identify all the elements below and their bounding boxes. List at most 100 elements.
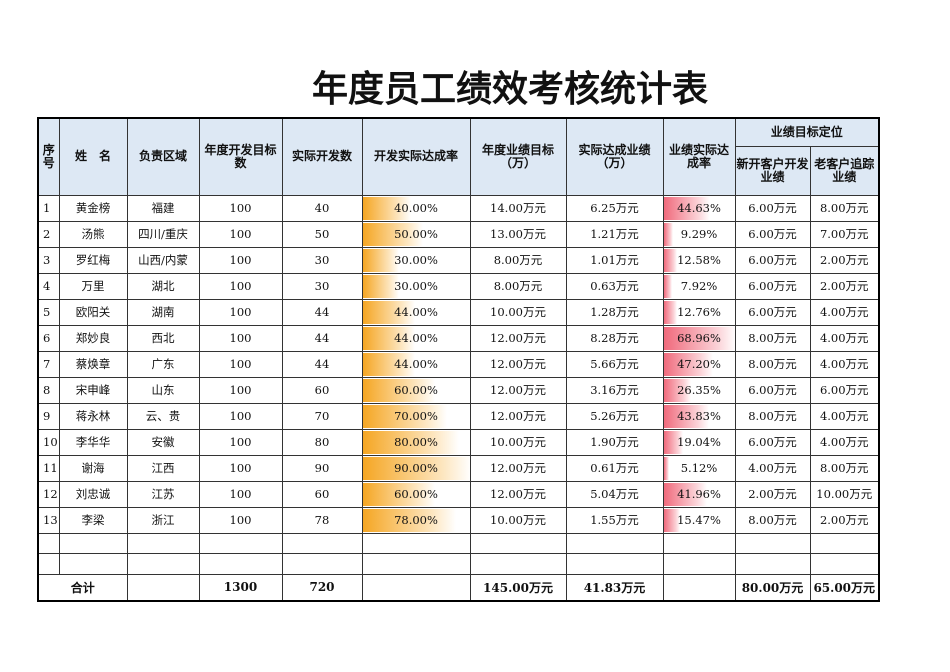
cell-text: 4.00万元 bbox=[819, 357, 869, 371]
cell: 郑妙良 bbox=[58, 324, 128, 352]
cell: 5.12% bbox=[662, 454, 736, 482]
cell-text: 12.00万元 bbox=[490, 383, 546, 397]
cell-text: 年度业绩目标（万） bbox=[481, 142, 554, 170]
cell: 100 bbox=[198, 324, 283, 352]
cell-text: 3.16万元 bbox=[590, 383, 639, 397]
cell bbox=[126, 532, 200, 554]
cell: 90 bbox=[281, 454, 363, 482]
cell-text: 西北 bbox=[151, 331, 175, 345]
cell-text: 100 bbox=[229, 461, 252, 475]
cell-text: 合计 bbox=[70, 580, 95, 595]
cell: 6.25万元 bbox=[565, 194, 664, 222]
cell: 6.00万元 bbox=[734, 376, 811, 404]
cell-text: 业绩实际达成率 bbox=[668, 142, 729, 170]
cell-text: 100 bbox=[229, 279, 252, 293]
cell-text: 40 bbox=[314, 201, 330, 215]
data-bar bbox=[363, 482, 435, 506]
cell-text: 78.00% bbox=[394, 513, 438, 527]
cell bbox=[37, 552, 60, 575]
table: 序号 姓 名 负责区域 年度开发目标数 实际开发数 开发实际达成率 年度业绩目标（万） 实际达… bbox=[37, 117, 880, 602]
row: 7 蔡焕章 广东 100 44 44.00% 12.00万元 5.66万元 47.20% 8.00… bbox=[37, 350, 880, 378]
cell bbox=[198, 552, 283, 575]
cell: 12.00万元 bbox=[469, 350, 567, 378]
row: 4 万里 湖北 100 30 30.00% 8.00万元 0.63万元 7.92% 6.00万元 2… bbox=[37, 272, 880, 300]
cell: 12.00万元 bbox=[469, 324, 567, 352]
cell: 100 bbox=[198, 246, 283, 274]
cell: 15.47% bbox=[662, 506, 736, 534]
cell-text: 6.00万元 bbox=[748, 201, 797, 215]
cell-text: 福建 bbox=[151, 201, 175, 215]
data-bar bbox=[664, 196, 711, 220]
cell-text: 6.00万元 bbox=[748, 383, 797, 397]
cell-text: 12.58% bbox=[677, 253, 721, 267]
cell-text: 7.00万元 bbox=[819, 227, 869, 241]
cell: 湖北 bbox=[126, 272, 200, 300]
total-cell bbox=[662, 573, 736, 602]
cell: 40 bbox=[281, 194, 363, 222]
cell-text: 湖北 bbox=[151, 279, 175, 293]
row bbox=[37, 532, 880, 554]
cell bbox=[58, 552, 128, 575]
cell: 欧阳关 bbox=[58, 298, 128, 326]
cell-text: 2.00万元 bbox=[819, 513, 869, 527]
cell-text: 100 bbox=[229, 201, 252, 215]
cell: 5.66万元 bbox=[565, 350, 664, 378]
cell-text: 44 bbox=[314, 305, 330, 319]
cell: 刘忠诚 bbox=[58, 480, 128, 508]
cell: 6.00万元 bbox=[734, 272, 811, 300]
cell-text: 4.00万元 bbox=[819, 409, 869, 423]
cell bbox=[469, 532, 567, 554]
data-bar bbox=[664, 430, 684, 454]
cell-text: 12.00万元 bbox=[490, 461, 546, 475]
cell: 44.63% bbox=[662, 194, 736, 222]
row: 8 宋申峰 山东 100 60 60.00% 12.00万元 3.16万元 26.35% 6.00… bbox=[37, 376, 880, 404]
cell: 30 bbox=[281, 246, 363, 274]
cell: 山东 bbox=[126, 376, 200, 404]
cell: 广东 bbox=[126, 350, 200, 378]
cell: 30.00% bbox=[361, 246, 471, 274]
cell: 13 bbox=[37, 506, 60, 534]
cell-text: 汤熊 bbox=[81, 227, 105, 241]
cell-text: 100 bbox=[229, 305, 252, 319]
cell: 西北 bbox=[126, 324, 200, 352]
cell-text: 50.00% bbox=[394, 227, 438, 241]
cell: 100 bbox=[198, 376, 283, 404]
cell bbox=[662, 552, 736, 575]
cell: 安徽 bbox=[126, 428, 200, 456]
cell-text: 8.00万元 bbox=[748, 357, 797, 371]
cell: 40.00% bbox=[361, 194, 471, 222]
cell: 4 bbox=[37, 272, 60, 300]
cell-text: 江西 bbox=[151, 461, 175, 475]
cell: 6.00万元 bbox=[734, 220, 811, 248]
cell bbox=[361, 532, 471, 554]
data-bar bbox=[363, 274, 399, 298]
cell-text: 100 bbox=[229, 253, 252, 267]
cell: 13.00万元 bbox=[469, 220, 567, 248]
data-bar bbox=[664, 300, 677, 324]
cell-text: 44.00% bbox=[394, 331, 438, 345]
cell-text: 7 bbox=[43, 357, 51, 371]
cell-text: 100 bbox=[229, 227, 252, 241]
cell-text: 12.00万元 bbox=[490, 409, 546, 423]
cell-text: 0.63万元 bbox=[590, 279, 639, 293]
cell-text: 6 bbox=[43, 331, 51, 345]
cell-text: 15.47% bbox=[677, 513, 721, 527]
cell-text: 44 bbox=[314, 331, 330, 345]
column-header: 姓 名 bbox=[58, 117, 128, 196]
cell-text: 12.00万元 bbox=[490, 331, 546, 345]
cell-text: 41.96% bbox=[677, 487, 721, 501]
cell: 1 bbox=[37, 194, 60, 222]
cell-text: 5.12% bbox=[680, 461, 718, 475]
cell: 8.00万元 bbox=[734, 350, 811, 378]
data-bar bbox=[363, 430, 459, 454]
cell: 44.00% bbox=[361, 298, 471, 326]
total-cell: 720 bbox=[281, 573, 363, 602]
cell: 30 bbox=[281, 272, 363, 300]
cell-text: 10.00万元 bbox=[490, 305, 546, 319]
cell: 1.21万元 bbox=[565, 220, 664, 248]
data-bar bbox=[363, 196, 411, 220]
cell-text: 罗红梅 bbox=[75, 253, 111, 267]
cell: 蒋永林 bbox=[58, 402, 128, 430]
cell-text: 4.00万元 bbox=[819, 305, 869, 319]
cell: 44.00% bbox=[361, 350, 471, 378]
